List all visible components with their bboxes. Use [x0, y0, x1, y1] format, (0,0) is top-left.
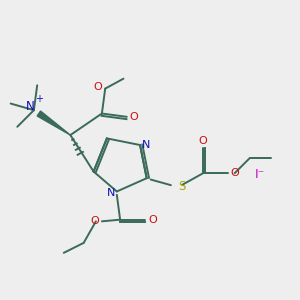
Polygon shape [37, 111, 70, 135]
Text: S: S [178, 180, 185, 193]
Text: N: N [26, 100, 34, 113]
Text: O: O [199, 136, 208, 146]
Text: O: O [94, 82, 102, 92]
Text: O: O [230, 168, 239, 178]
Text: +: + [35, 94, 44, 103]
Text: O: O [130, 112, 138, 122]
Text: I⁻: I⁻ [254, 168, 265, 182]
Text: O: O [148, 215, 157, 225]
Text: N: N [107, 188, 115, 198]
Text: O: O [90, 216, 99, 226]
Text: N: N [142, 140, 150, 150]
